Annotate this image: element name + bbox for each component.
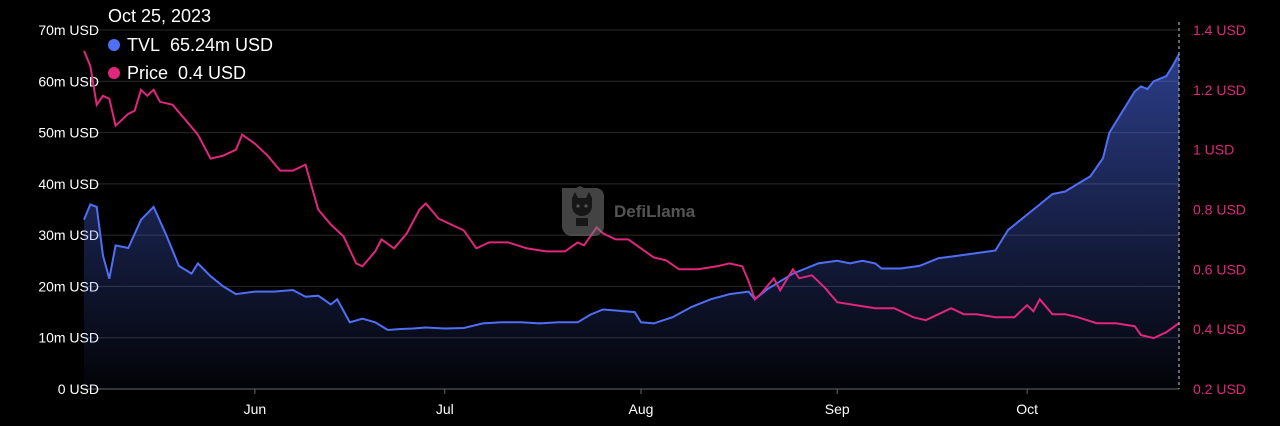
tooltip-price-value: 0.4 USD [178,62,247,83]
y-right-tick-label: 0.8 USD [1193,202,1246,218]
price-legend-dot [108,67,120,79]
y-left-tick-label: 10m USD [38,330,99,346]
y-right-tick-label: 0.2 USD [1193,381,1246,397]
x-tick-label: Jul [436,401,454,417]
y-right-tick-label: 1.4 USD [1193,22,1246,38]
price-series-line [83,50,1180,340]
tvl-series-line [83,53,1180,332]
tooltip-date: Oct 25, 2023 [108,6,212,26]
x-tick-label: Aug [629,401,654,417]
tooltip-row-tvl: TVL 65.24m USD [108,31,273,59]
y-right-tick-label: 1.2 USD [1193,82,1246,98]
tooltip-price-label: Price [127,62,169,83]
llama-logo-icon [562,186,604,236]
tooltip-tvl-value: 65.24m USD [170,34,274,55]
watermark-text: DefiLlama [614,202,696,221]
tooltip-row-price: Price 0.4 USD [108,59,273,87]
x-tick-label: Oct [1016,401,1038,417]
y-left-tick-label: 20m USD [38,278,99,294]
y-left-tick-label: 60m USD [38,73,99,89]
tvl-area [84,54,1179,390]
chart-tooltip: Oct 25, 2023 TVL 65.24m USD Price 0.4 US… [108,6,273,87]
y-right-tick-label: 0.4 USD [1193,321,1246,337]
y-right-tick-label: 1 USD [1193,142,1234,158]
y-right-tick-label: 0.6 USD [1193,261,1246,277]
right-axis: 0.2 USD 0.4 USD 0.6 USD 0.8 USD 1 USD 1.2 USD… [1193,22,1246,397]
tooltip-tvl-label: TVL [127,34,161,55]
y-left-tick-label: 70m USD [38,22,99,38]
y-left-tick-label: 50m USD [38,125,99,141]
x-tick-label: Sep [825,401,850,417]
x-tick-label: Jun [244,401,267,417]
x-axis: Jun Jul Aug Sep Oct [244,389,1038,417]
y-left-tick-label: 30m USD [38,227,99,243]
tvl-legend-dot [108,39,120,51]
y-left-tick-label: 40m USD [38,176,99,192]
defillama-watermark: DefiLlama [558,184,695,240]
